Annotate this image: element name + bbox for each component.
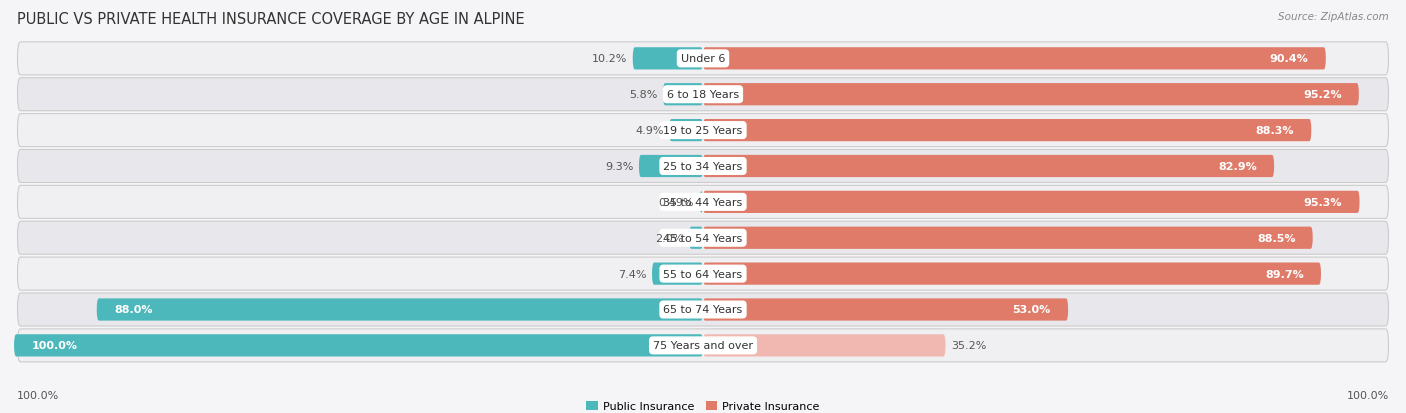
FancyBboxPatch shape (638, 155, 703, 178)
FancyBboxPatch shape (17, 329, 1389, 362)
Text: 95.3%: 95.3% (1303, 197, 1343, 207)
FancyBboxPatch shape (689, 227, 703, 249)
FancyBboxPatch shape (664, 84, 703, 106)
Legend: Public Insurance, Private Insurance: Public Insurance, Private Insurance (582, 397, 824, 413)
FancyBboxPatch shape (17, 186, 1389, 219)
Text: 88.3%: 88.3% (1256, 126, 1294, 136)
FancyBboxPatch shape (703, 227, 1313, 249)
FancyBboxPatch shape (703, 48, 1326, 70)
Text: 4.9%: 4.9% (636, 126, 664, 136)
FancyBboxPatch shape (17, 257, 1389, 290)
Text: 35 to 44 Years: 35 to 44 Years (664, 197, 742, 207)
Text: 7.4%: 7.4% (619, 269, 647, 279)
FancyBboxPatch shape (17, 78, 1389, 112)
FancyBboxPatch shape (703, 335, 945, 357)
FancyBboxPatch shape (703, 155, 1274, 178)
Text: 2.0%: 2.0% (655, 233, 683, 243)
FancyBboxPatch shape (703, 84, 1358, 106)
FancyBboxPatch shape (14, 335, 703, 357)
Text: 90.4%: 90.4% (1270, 54, 1309, 64)
Text: 25 to 34 Years: 25 to 34 Years (664, 161, 742, 171)
FancyBboxPatch shape (633, 48, 703, 70)
Text: 45 to 54 Years: 45 to 54 Years (664, 233, 742, 243)
Text: 100.0%: 100.0% (1347, 390, 1389, 400)
Text: 6 to 18 Years: 6 to 18 Years (666, 90, 740, 100)
FancyBboxPatch shape (97, 299, 703, 321)
FancyBboxPatch shape (703, 299, 1069, 321)
FancyBboxPatch shape (17, 43, 1389, 76)
Text: PUBLIC VS PRIVATE HEALTH INSURANCE COVERAGE BY AGE IN ALPINE: PUBLIC VS PRIVATE HEALTH INSURANCE COVER… (17, 12, 524, 27)
FancyBboxPatch shape (652, 263, 703, 285)
Text: 100.0%: 100.0% (31, 341, 77, 351)
Text: 88.5%: 88.5% (1257, 233, 1295, 243)
Text: 75 Years and over: 75 Years and over (652, 341, 754, 351)
FancyBboxPatch shape (703, 263, 1322, 285)
Text: 89.7%: 89.7% (1265, 269, 1303, 279)
Text: 95.2%: 95.2% (1303, 90, 1341, 100)
Text: 10.2%: 10.2% (592, 54, 627, 64)
FancyBboxPatch shape (703, 120, 1312, 142)
Text: 65 to 74 Years: 65 to 74 Years (664, 305, 742, 315)
FancyBboxPatch shape (669, 120, 703, 142)
Text: Under 6: Under 6 (681, 54, 725, 64)
Text: 55 to 64 Years: 55 to 64 Years (664, 269, 742, 279)
Text: 88.0%: 88.0% (114, 305, 152, 315)
Text: 0.49%: 0.49% (658, 197, 695, 207)
Text: 5.8%: 5.8% (628, 90, 658, 100)
Text: Source: ZipAtlas.com: Source: ZipAtlas.com (1278, 12, 1389, 22)
Text: 35.2%: 35.2% (950, 341, 987, 351)
FancyBboxPatch shape (700, 191, 703, 214)
FancyBboxPatch shape (17, 222, 1389, 255)
Text: 53.0%: 53.0% (1012, 305, 1050, 315)
Text: 100.0%: 100.0% (17, 390, 59, 400)
FancyBboxPatch shape (17, 293, 1389, 326)
FancyBboxPatch shape (17, 150, 1389, 183)
Text: 9.3%: 9.3% (605, 161, 634, 171)
FancyBboxPatch shape (17, 114, 1389, 147)
Text: 82.9%: 82.9% (1218, 161, 1257, 171)
FancyBboxPatch shape (703, 191, 1360, 214)
Text: 19 to 25 Years: 19 to 25 Years (664, 126, 742, 136)
